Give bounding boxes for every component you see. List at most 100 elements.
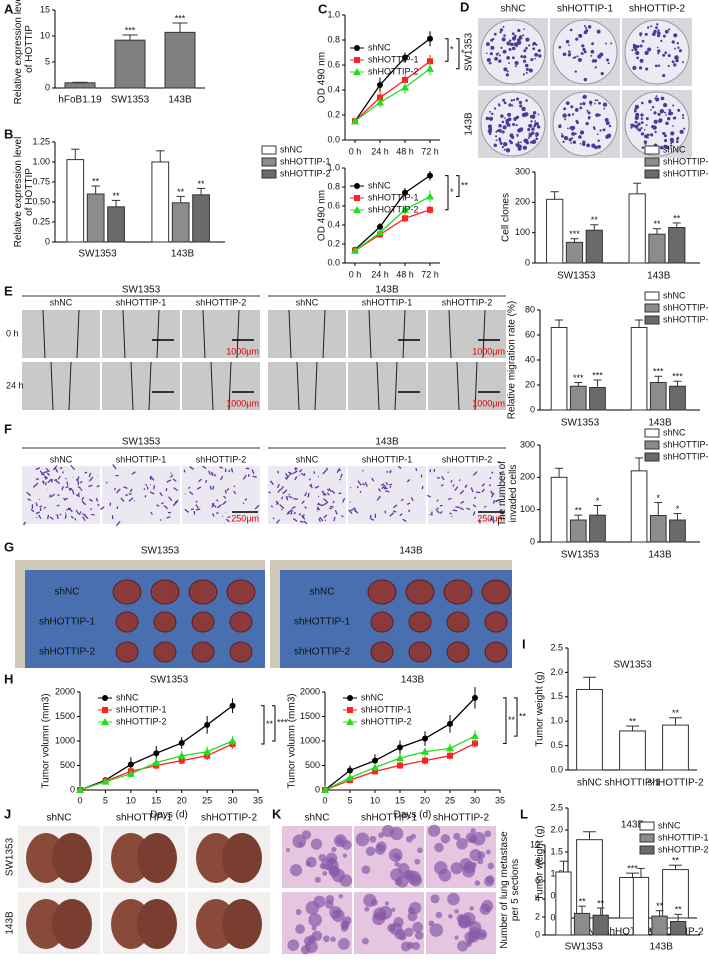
legend-label: shHOTTIP-2 [361, 716, 412, 726]
photo-detail [183, 469, 186, 473]
photo [22, 310, 100, 358]
photo [348, 466, 426, 524]
bar [151, 161, 170, 243]
photo-detail [640, 113, 644, 117]
photo-detail [530, 120, 533, 123]
photo-detail [600, 72, 604, 76]
chart-title: 143B [401, 675, 425, 686]
photo-detail [490, 492, 495, 498]
photo-detail [595, 113, 600, 118]
photo-detail [632, 43, 636, 47]
photo-detail [568, 50, 571, 53]
photo-detail [645, 67, 649, 71]
photo-detail [252, 475, 257, 478]
photo-detail [498, 137, 502, 141]
photo-detail [317, 495, 320, 498]
photo-detail [229, 641, 253, 663]
photo-detail [646, 26, 650, 29]
photo-detail [68, 487, 73, 491]
photo-detail [678, 49, 682, 53]
photo-detail [525, 99, 528, 102]
photo-detail [562, 113, 567, 118]
photo-detail [65, 477, 67, 480]
photo-detail [196, 486, 202, 490]
point [101, 777, 110, 785]
photo-detail [636, 128, 639, 131]
photo-detail [30, 508, 35, 513]
legend-label: shHOTTIP-1 [658, 832, 709, 842]
photo-detail [82, 513, 87, 517]
photo-detail [198, 478, 203, 483]
bar [585, 229, 603, 264]
photo-detail [484, 641, 508, 663]
y-tick-label: 0.8 [327, 34, 340, 44]
photo-detail [657, 64, 661, 68]
photo-detail [637, 122, 641, 126]
significance: *** [627, 863, 638, 873]
photo-detail [511, 135, 515, 139]
y-tick-label: 60 [525, 329, 535, 339]
significance: *** [592, 370, 603, 380]
point [472, 740, 478, 747]
photo-detail [644, 142, 647, 145]
y-tick-label: 0 [45, 82, 50, 92]
photo-detail [54, 467, 59, 473]
photo-detail [412, 921, 424, 933]
photo-detail [664, 51, 667, 55]
bar [64, 82, 96, 89]
photo-detail [406, 478, 411, 483]
photo-detail [575, 119, 579, 123]
photo-detail [587, 117, 591, 120]
photo [348, 362, 426, 410]
photo-detail [511, 56, 515, 60]
photo-detail [389, 485, 392, 489]
panel-letter: C [318, 1, 328, 16]
photo-detail [96, 484, 100, 488]
photo-detail [490, 490, 494, 495]
row-label: shHOTTIP-1 [39, 617, 96, 628]
photo-detail [483, 876, 495, 887]
photo-detail [452, 484, 455, 487]
photo-detail [436, 499, 439, 502]
photo-detail [318, 853, 327, 862]
photo-detail [308, 478, 311, 481]
photo-detail [128, 497, 134, 502]
photo-detail [491, 471, 494, 474]
photo-detail [506, 41, 511, 46]
point [76, 786, 84, 793]
photo-detail [191, 611, 215, 633]
x-tick-label: 143B [648, 418, 672, 429]
photo-detail [512, 122, 516, 126]
bar [192, 194, 210, 243]
photo-detail [95, 497, 99, 502]
y-tick-label: 200 [520, 472, 535, 482]
photo-detail [290, 510, 294, 515]
photo-detail [226, 579, 256, 605]
photo-detail [528, 133, 533, 137]
photo-detail [460, 500, 465, 504]
photo-detail [602, 102, 608, 107]
significance: ** [653, 219, 661, 229]
legend-label: shNC [361, 692, 384, 702]
photo-detail [577, 57, 582, 62]
photo-detail [368, 309, 372, 359]
x-tick-label: 72 h [421, 269, 439, 279]
photo-detail [643, 128, 646, 131]
photo-detail [70, 465, 76, 471]
photo-detail [216, 499, 219, 502]
photo-detail [457, 916, 471, 929]
legend-marker [354, 195, 360, 201]
photo-detail [523, 28, 525, 30]
photo-detail [672, 116, 676, 120]
photo-detail [525, 71, 528, 74]
photo-detail [149, 475, 155, 481]
photo-detail [464, 931, 476, 943]
photo-detail [112, 464, 117, 470]
scale-label: 1000μm [226, 398, 259, 408]
photo-detail [522, 34, 525, 37]
photo-detail [137, 899, 177, 949]
column-label: shHOTTIP-1 [116, 454, 167, 464]
photo-detail [129, 488, 133, 493]
photo-detail [531, 127, 535, 131]
photo-detail [153, 485, 156, 490]
